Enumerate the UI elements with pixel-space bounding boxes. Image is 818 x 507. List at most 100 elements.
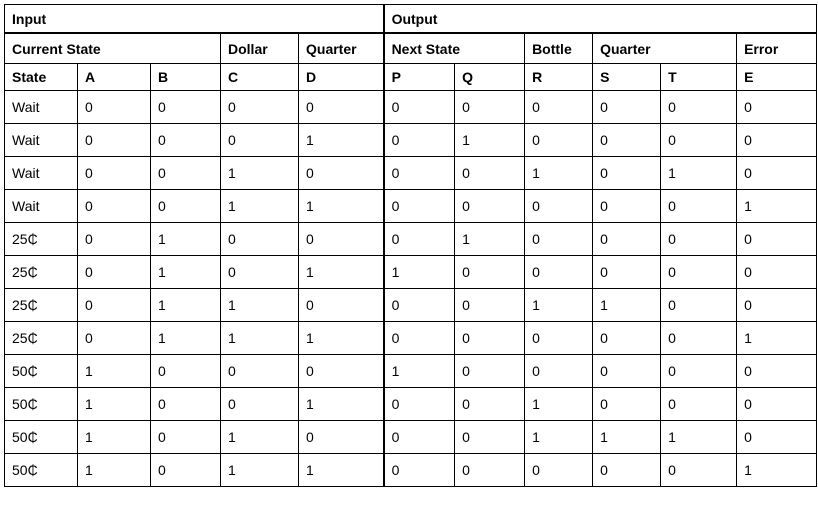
- value-cell: 0: [220, 387, 299, 421]
- value-cell: 0: [736, 354, 818, 388]
- quarter-out-header: Quarter: [592, 32, 738, 64]
- value-cell: 0: [77, 189, 151, 223]
- value-cell: 0: [660, 321, 738, 355]
- value-cell: 1: [297, 321, 385, 355]
- value-cell: 0: [150, 189, 221, 223]
- value-cell: 1: [592, 420, 662, 454]
- state-cell: 25₵: [4, 222, 78, 256]
- state-cell: 50₵: [4, 354, 78, 388]
- value-cell: 0: [220, 354, 299, 388]
- dollar-header: Dollar: [220, 32, 299, 64]
- state-cell: 25₵: [4, 255, 78, 289]
- table-row: 50₵ 1 0 0 0 1 0 0 0 0 0: [4, 354, 818, 388]
- column-header: T: [660, 63, 738, 91]
- value-cell: 0: [524, 453, 594, 487]
- value-cell: 0: [524, 189, 594, 223]
- value-cell: 1: [382, 354, 456, 388]
- value-cell: 0: [592, 90, 662, 124]
- column-header: R: [524, 63, 594, 91]
- value-cell: 1: [77, 453, 151, 487]
- value-cell: 0: [454, 420, 526, 454]
- value-cell: 0: [382, 420, 456, 454]
- output-group-header: Output: [382, 4, 818, 34]
- state-cell: Wait: [4, 189, 78, 223]
- table-row: 50₵ 1 0 0 1 0 0 1 0 0 0: [4, 387, 818, 421]
- value-cell: 0: [660, 387, 738, 421]
- value-cell: 0: [150, 453, 221, 487]
- column-header: D: [297, 63, 385, 91]
- state-cell: 25₵: [4, 321, 78, 355]
- value-cell: 0: [382, 288, 456, 322]
- value-cell: 0: [524, 123, 594, 157]
- value-cell: 0: [524, 222, 594, 256]
- state-cell: Wait: [4, 90, 78, 124]
- value-cell: 0: [592, 387, 662, 421]
- value-cell: 0: [382, 321, 456, 355]
- value-cell: 0: [150, 156, 221, 190]
- value-cell: 1: [524, 420, 594, 454]
- value-cell: 0: [736, 255, 818, 289]
- value-cell: 0: [454, 387, 526, 421]
- value-cell: 0: [220, 255, 299, 289]
- value-cell: 1: [736, 321, 818, 355]
- value-cell: 0: [736, 90, 818, 124]
- value-cell: 0: [592, 222, 662, 256]
- input-group-header: Input: [3, 4, 385, 34]
- column-header: P: [382, 63, 456, 91]
- error-header: Error: [736, 32, 818, 64]
- value-cell: 1: [150, 288, 221, 322]
- table-row: 50₵ 1 0 1 1 0 0 0 0 0 1: [4, 453, 818, 487]
- state-cell: Wait: [4, 156, 78, 190]
- value-cell: 0: [382, 222, 456, 256]
- value-cell: 1: [524, 387, 594, 421]
- value-cell: 1: [77, 420, 151, 454]
- value-cell: 1: [736, 189, 818, 223]
- value-cell: 0: [297, 354, 385, 388]
- value-cell: 0: [736, 387, 818, 421]
- value-cell: 0: [150, 123, 221, 157]
- value-cell: 0: [77, 288, 151, 322]
- value-cell: 1: [220, 156, 299, 190]
- value-cell: 0: [454, 90, 526, 124]
- value-cell: 0: [454, 156, 526, 190]
- value-cell: 1: [220, 420, 299, 454]
- value-cell: 0: [660, 90, 738, 124]
- value-cell: 1: [660, 156, 738, 190]
- table-row: 25₵ 0 1 1 1 0 0 0 0 0 1: [4, 321, 818, 355]
- value-cell: 1: [220, 189, 299, 223]
- value-cell: 0: [660, 189, 738, 223]
- value-cell: 0: [382, 123, 456, 157]
- value-cell: 1: [150, 222, 221, 256]
- value-cell: 1: [297, 255, 385, 289]
- value-cell: 1: [736, 453, 818, 487]
- value-cell: 0: [77, 156, 151, 190]
- value-cell: 0: [150, 420, 221, 454]
- table-row: 25₵ 0 1 0 1 1 0 0 0 0 0: [4, 255, 818, 289]
- value-cell: 1: [524, 156, 594, 190]
- value-cell: 0: [382, 156, 456, 190]
- value-cell: 0: [382, 90, 456, 124]
- value-cell: 1: [297, 453, 385, 487]
- truth-table: Input Output Current State Dollar Quarte…: [3, 4, 818, 487]
- column-header: A: [77, 63, 151, 91]
- value-cell: 0: [524, 255, 594, 289]
- value-cell: 0: [77, 255, 151, 289]
- value-cell: 0: [454, 189, 526, 223]
- value-cell: 0: [592, 453, 662, 487]
- value-cell: 0: [150, 354, 221, 388]
- state-cell: 25₵: [4, 288, 78, 322]
- value-cell: 1: [297, 123, 385, 157]
- next-state-header: Next State: [382, 32, 526, 64]
- column-header: State: [4, 63, 78, 91]
- value-cell: 0: [297, 420, 385, 454]
- value-cell: 0: [592, 354, 662, 388]
- value-cell: 0: [297, 156, 385, 190]
- table-row: 50₵ 1 0 1 0 0 0 1 1 1 0: [4, 420, 818, 454]
- value-cell: 1: [382, 255, 456, 289]
- value-cell: 0: [220, 222, 299, 256]
- table-row: Wait 0 0 1 0 0 0 1 0 1 0: [4, 156, 818, 190]
- value-cell: 0: [660, 354, 738, 388]
- value-cell: 1: [524, 288, 594, 322]
- value-cell: 0: [297, 288, 385, 322]
- value-cell: 0: [454, 354, 526, 388]
